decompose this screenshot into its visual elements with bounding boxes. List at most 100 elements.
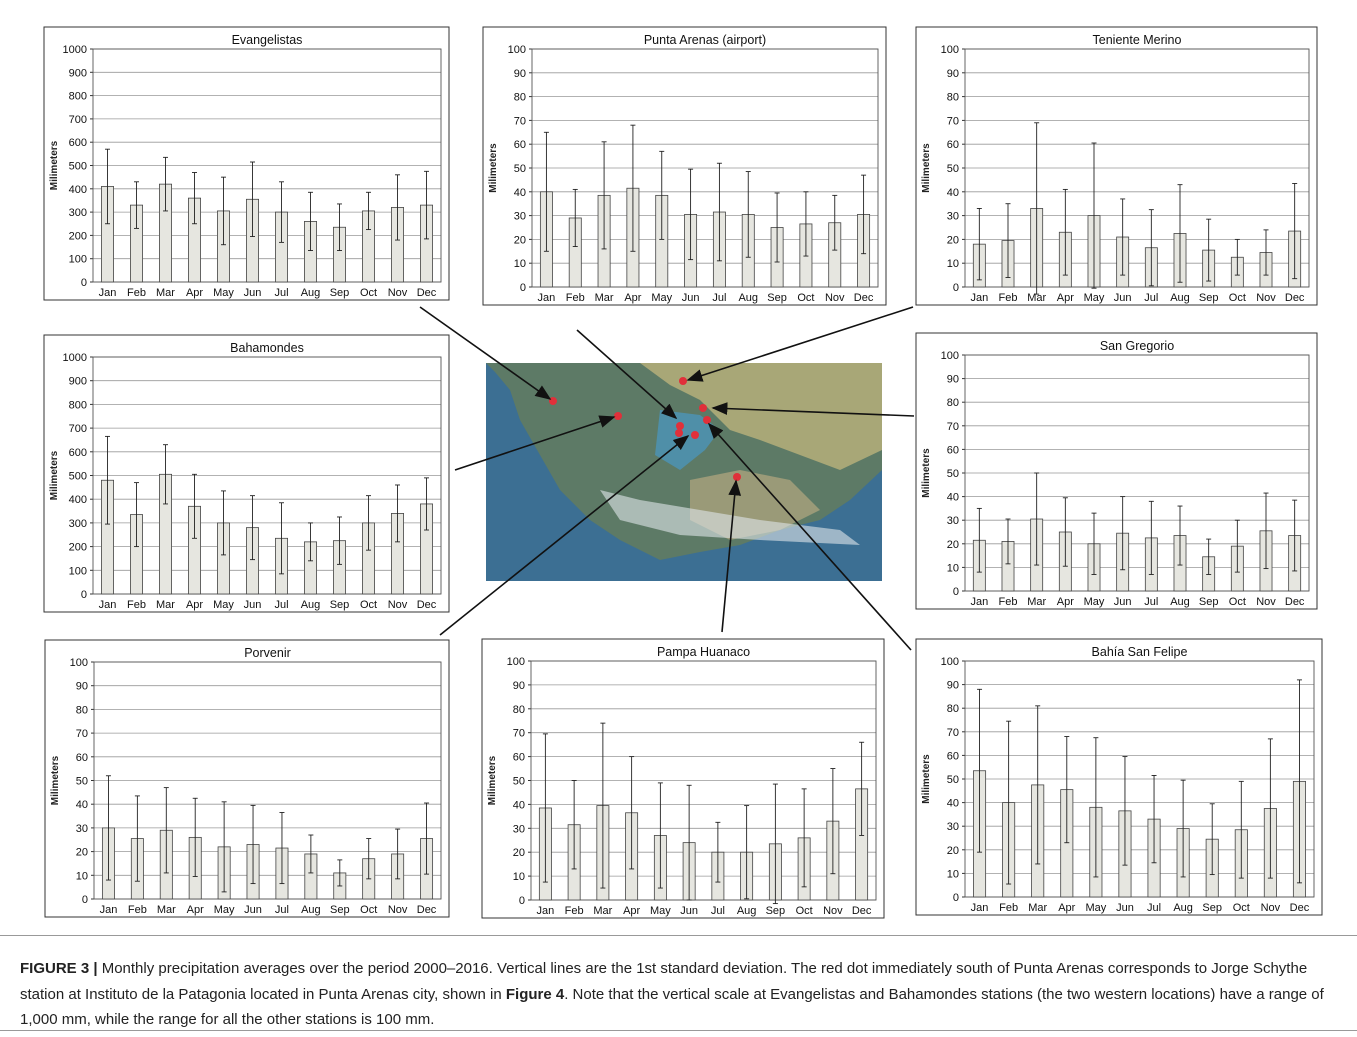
x-tick-label: May <box>1084 292 1105 304</box>
panel: BahamondesMilimeters01002003004005006007… <box>44 335 449 612</box>
panel: Bahía San FelipeMilimeters01020304050607… <box>916 639 1322 915</box>
y-tick-label: 200 <box>69 542 87 554</box>
y-tick-label: 700 <box>69 114 87 126</box>
x-tick-label: Mar <box>1027 596 1046 608</box>
x-tick-label: Jul <box>712 292 726 304</box>
y-tick-label: 0 <box>81 589 87 601</box>
y-tick-label: 0 <box>81 277 87 289</box>
x-tick-label: Oct <box>1229 292 1246 304</box>
x-tick-label: May <box>1085 902 1106 914</box>
x-tick-label: Mar <box>157 904 176 916</box>
y-tick-label: 800 <box>69 399 87 411</box>
x-tick-label: Sep <box>1199 596 1219 608</box>
y-tick-label: 400 <box>69 184 87 196</box>
x-tick-label: Sep <box>330 599 350 611</box>
y-tick-label: 200 <box>69 230 87 242</box>
x-tick-label: Nov <box>823 905 843 917</box>
x-tick-label: Feb <box>566 292 585 304</box>
y-tick-label: 80 <box>947 703 959 715</box>
y-tick-label: 0 <box>953 282 959 294</box>
x-tick-label: Dec <box>854 292 874 304</box>
y-tick-label: 70 <box>513 728 525 740</box>
y-tick-label: 60 <box>947 750 959 762</box>
y-tick-label: 60 <box>76 752 88 764</box>
panel: Punta Arenas (airport)Milimeters01020304… <box>483 27 886 305</box>
y-tick-label: 50 <box>947 468 959 480</box>
x-tick-label: Nov <box>1256 596 1276 608</box>
x-tick-label: Dec <box>417 904 437 916</box>
x-tick-label: Feb <box>999 292 1018 304</box>
y-tick-label: 40 <box>947 798 959 810</box>
x-tick-label: Sep <box>330 287 350 299</box>
y-tick-label: 30 <box>947 821 959 833</box>
x-tick-label: Nov <box>825 292 845 304</box>
y-tick-label: 40 <box>947 492 959 504</box>
y-tick-label: 90 <box>947 680 959 692</box>
x-tick-label: May <box>214 904 235 916</box>
x-tick-label: Nov <box>1256 292 1276 304</box>
y-tick-label: 50 <box>947 774 959 786</box>
y-tick-label: 10 <box>947 258 959 270</box>
y-tick-label: 50 <box>76 776 88 788</box>
panel-title: San Gregorio <box>1100 339 1174 353</box>
y-tick-label: 100 <box>70 657 88 669</box>
y-axis-label: Milimeters <box>49 140 60 190</box>
y-tick-label: 50 <box>514 163 526 175</box>
y-tick-label: 60 <box>513 752 525 764</box>
x-tick-label: Apr <box>623 905 640 917</box>
y-tick-label: 40 <box>514 187 526 199</box>
x-tick-label: Aug <box>301 904 321 916</box>
x-tick-label: Jun <box>1116 902 1134 914</box>
x-tick-label: May <box>213 599 234 611</box>
x-tick-label: Oct <box>797 292 814 304</box>
y-tick-label: 80 <box>514 92 526 104</box>
x-tick-label: Jun <box>244 904 262 916</box>
y-axis-label: Milimeters <box>50 755 61 805</box>
x-tick-label: Jan <box>100 904 118 916</box>
x-tick-label: Jul <box>274 599 288 611</box>
x-tick-label: Aug <box>738 292 758 304</box>
y-tick-label: 100 <box>941 350 959 362</box>
x-tick-label: Apr <box>1057 596 1074 608</box>
x-tick-label: Feb <box>128 904 147 916</box>
y-tick-label: 1000 <box>63 44 87 56</box>
x-tick-label: Aug <box>1170 596 1190 608</box>
y-tick-label: 100 <box>941 44 959 56</box>
x-tick-label: Feb <box>999 902 1018 914</box>
caption: FIGURE 3 | Monthly precipitation average… <box>0 935 1357 1031</box>
y-tick-label: 30 <box>76 823 88 835</box>
y-tick-label: 80 <box>947 92 959 104</box>
y-tick-label: 70 <box>947 727 959 739</box>
y-tick-label: 40 <box>513 799 525 811</box>
y-tick-label: 90 <box>947 68 959 80</box>
panel-title: Punta Arenas (airport) <box>644 33 766 47</box>
y-tick-label: 30 <box>947 515 959 527</box>
y-tick-label: 20 <box>514 234 526 246</box>
y-axis-label: Milimeters <box>921 448 932 498</box>
x-tick-label: Jul <box>1144 596 1158 608</box>
y-tick-label: 80 <box>513 704 525 716</box>
y-tick-label: 50 <box>947 163 959 175</box>
x-tick-label: Oct <box>360 904 377 916</box>
caption-ref[interactable]: Figure 4 <box>506 986 564 1003</box>
y-tick-label: 800 <box>69 91 87 103</box>
y-tick-label: 1000 <box>63 352 87 364</box>
y-tick-label: 90 <box>76 681 88 693</box>
y-tick-label: 0 <box>82 894 88 906</box>
x-tick-label: Dec <box>1285 596 1305 608</box>
y-tick-label: 0 <box>953 586 959 598</box>
x-tick-label: Oct <box>1229 596 1246 608</box>
x-tick-label: Jan <box>971 902 989 914</box>
y-tick-label: 600 <box>69 447 87 459</box>
y-tick-label: 30 <box>947 211 959 223</box>
x-tick-label: Jun <box>680 905 698 917</box>
x-tick-label: Jun <box>244 599 262 611</box>
x-tick-label: Oct <box>360 599 377 611</box>
x-tick-label: Oct <box>796 905 813 917</box>
x-tick-label: Jul <box>711 905 725 917</box>
y-tick-label: 70 <box>514 115 526 127</box>
x-tick-label: Sep <box>767 292 787 304</box>
panel-title: Teniente Merino <box>1093 33 1182 47</box>
y-tick-label: 100 <box>507 656 525 668</box>
x-tick-label: Jan <box>970 292 988 304</box>
